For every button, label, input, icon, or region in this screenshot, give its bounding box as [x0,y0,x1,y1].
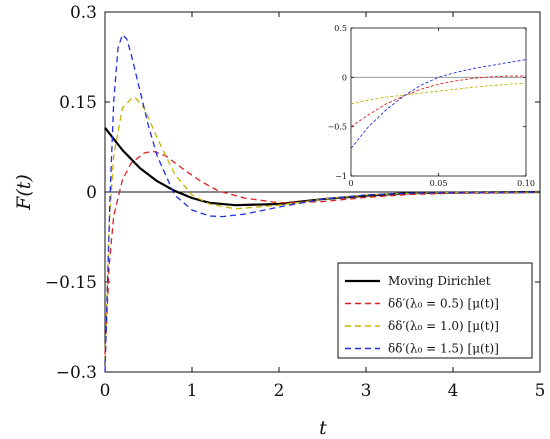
inset-ticks: 0 0.05 0.10 0.5 0 −0.5 −1 [328,24,535,188]
y-tick-label: 0.3 [70,3,97,23]
legend-label: δδ′(λ₀ = 1.5) [μ(t)] [388,342,499,356]
legend-label: Moving Dirichlet [388,274,491,288]
main-series [104,34,541,373]
inset-y-tick-label: −0.5 [328,123,347,132]
series-line [104,150,541,355]
inset-y-tick-label: 0 [342,73,347,82]
main-plot: 0 1 2 3 4 5 0.3 0.15 0 −0.15 −0.3 t F(t) [13,3,545,439]
x-tick-label: 0 [100,381,111,401]
y-axis-label: F(t) [13,174,35,211]
inset-series [350,59,527,149]
inset-x-tick-label: 0 [348,179,353,188]
inset-plot: 0 0.05 0.10 0.5 0 −0.5 −1 [328,24,535,188]
series-line [104,97,541,361]
legend: Moving Dirichlet δδ′(λ₀ = 0.5) [μ(t)] δδ′(… [337,262,533,359]
y-tick-label: 0 [86,183,97,203]
x-tick-label: 1 [187,381,198,401]
legend-label: δδ′(λ₀ = 0.5) [μ(t)] [388,297,499,311]
x-axis-label: t [319,417,327,439]
x-tick-label: 3 [361,381,372,401]
x-tick-label: 2 [274,381,285,401]
inset-series-line [350,75,527,128]
legend-label: δδ′(λ₀ = 1.0) [μ(t)] [388,319,499,333]
inset-x-tick-label: 0.05 [430,179,448,188]
series-line [104,34,541,373]
y-tick-label: −0.3 [56,363,97,383]
y-tick-label: 0.15 [59,93,97,113]
x-tick-label: 5 [535,381,546,401]
legend-box [337,262,533,359]
y-tick-label: −0.15 [45,273,97,293]
inset-x-tick-label: 0.10 [517,179,535,188]
inset-y-tick-label: −1 [335,172,347,181]
inset-series-line [350,82,527,105]
x-tick-label: 4 [448,381,459,401]
main-ticks: 0 1 2 3 4 5 0.3 0.15 0 −0.15 −0.3 [45,3,546,401]
inset-y-tick-label: 0.5 [334,24,347,33]
inset-plot-frame [350,27,527,177]
